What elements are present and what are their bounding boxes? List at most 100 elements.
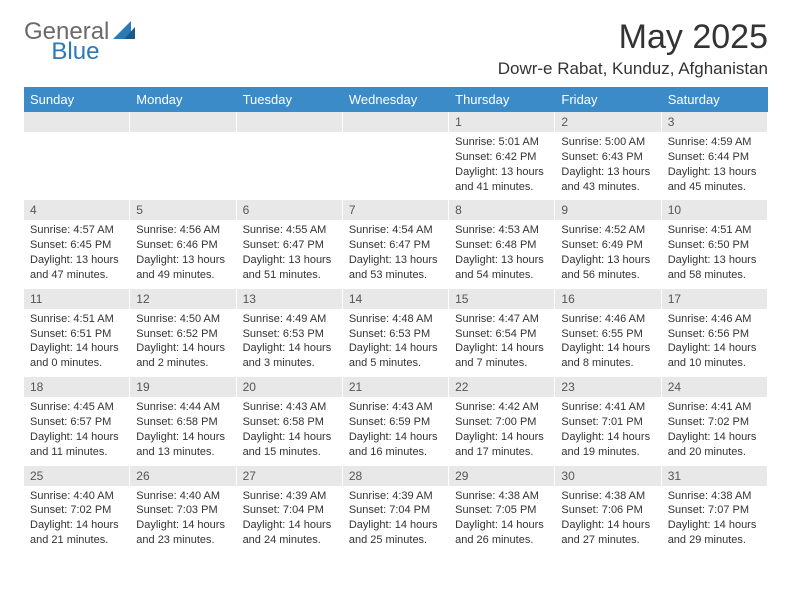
day-details: Sunrise: 5:01 AMSunset: 6:42 PMDaylight:…: [449, 132, 554, 200]
daylight-text: Daylight: 14 hours and 16 minutes.: [349, 430, 442, 460]
sunrise-text: Sunrise: 4:40 AM: [136, 489, 229, 504]
day-details: Sunrise: 5:00 AMSunset: 6:43 PMDaylight:…: [555, 132, 660, 200]
sunset-text: Sunset: 6:47 PM: [243, 238, 336, 253]
day-cell: 3Sunrise: 4:59 AMSunset: 6:44 PMDaylight…: [662, 112, 768, 200]
day-cell: 21Sunrise: 4:43 AMSunset: 6:59 PMDayligh…: [343, 377, 449, 465]
day-details: Sunrise: 4:42 AMSunset: 7:00 PMDaylight:…: [449, 397, 554, 465]
day-cell: 8Sunrise: 4:53 AMSunset: 6:48 PMDaylight…: [449, 200, 555, 288]
date-number: 9: [555, 200, 660, 220]
sunset-text: Sunset: 6:49 PM: [561, 238, 654, 253]
sunrise-text: Sunrise: 4:49 AM: [243, 312, 336, 327]
daylight-text: Daylight: 14 hours and 10 minutes.: [668, 341, 761, 371]
sunrise-text: Sunrise: 4:39 AM: [243, 489, 336, 504]
day-details: Sunrise: 4:51 AMSunset: 6:51 PMDaylight:…: [24, 309, 129, 377]
day-details: Sunrise: 4:56 AMSunset: 6:46 PMDaylight:…: [130, 220, 235, 288]
daylight-text: Daylight: 13 hours and 58 minutes.: [668, 253, 761, 283]
day-cell: 30Sunrise: 4:38 AMSunset: 7:06 PMDayligh…: [555, 466, 661, 554]
daylight-text: Daylight: 14 hours and 21 minutes.: [30, 518, 123, 548]
date-number: 18: [24, 377, 129, 397]
sunset-text: Sunset: 7:02 PM: [668, 415, 761, 430]
weekday-saturday: Saturday: [662, 87, 768, 112]
daylight-text: Daylight: 14 hours and 11 minutes.: [30, 430, 123, 460]
sunset-text: Sunset: 6:52 PM: [136, 327, 229, 342]
date-number: 10: [662, 200, 767, 220]
day-cell: 12Sunrise: 4:50 AMSunset: 6:52 PMDayligh…: [130, 289, 236, 377]
sunset-text: Sunset: 6:43 PM: [561, 150, 654, 165]
day-details: [237, 132, 342, 194]
logo-text-blue: Blue: [51, 38, 99, 66]
date-number: 3: [662, 112, 767, 132]
week-row: 1Sunrise: 5:01 AMSunset: 6:42 PMDaylight…: [24, 112, 768, 200]
daylight-text: Daylight: 13 hours and 56 minutes.: [561, 253, 654, 283]
date-number: 6: [237, 200, 342, 220]
date-number: [24, 112, 129, 132]
date-number: 1: [449, 112, 554, 132]
sunrise-text: Sunrise: 4:46 AM: [668, 312, 761, 327]
day-details: Sunrise: 4:38 AMSunset: 7:06 PMDaylight:…: [555, 486, 660, 554]
weekday-sunday: Sunday: [24, 87, 130, 112]
date-number: 2: [555, 112, 660, 132]
day-cell: 14Sunrise: 4:48 AMSunset: 6:53 PMDayligh…: [343, 289, 449, 377]
day-details: Sunrise: 4:40 AMSunset: 7:03 PMDaylight:…: [130, 486, 235, 554]
date-number: 23: [555, 377, 660, 397]
weekday-monday: Monday: [130, 87, 236, 112]
day-cell: 6Sunrise: 4:55 AMSunset: 6:47 PMDaylight…: [237, 200, 343, 288]
sunrise-text: Sunrise: 4:59 AM: [668, 135, 761, 150]
sunrise-text: Sunrise: 4:38 AM: [455, 489, 548, 504]
day-details: Sunrise: 4:59 AMSunset: 6:44 PMDaylight:…: [662, 132, 767, 200]
day-cell: [343, 112, 449, 200]
day-cell: 27Sunrise: 4:39 AMSunset: 7:04 PMDayligh…: [237, 466, 343, 554]
logo-sail-icon: [113, 21, 135, 44]
sunrise-text: Sunrise: 4:43 AM: [243, 400, 336, 415]
sunset-text: Sunset: 6:44 PM: [668, 150, 761, 165]
day-details: Sunrise: 4:51 AMSunset: 6:50 PMDaylight:…: [662, 220, 767, 288]
day-details: Sunrise: 4:38 AMSunset: 7:07 PMDaylight:…: [662, 486, 767, 554]
header: General Blue May 2025 Dowr-e Rabat, Kund…: [24, 18, 768, 85]
date-number: 17: [662, 289, 767, 309]
day-cell: 5Sunrise: 4:56 AMSunset: 6:46 PMDaylight…: [130, 200, 236, 288]
sunrise-text: Sunrise: 4:51 AM: [30, 312, 123, 327]
sunset-text: Sunset: 6:55 PM: [561, 327, 654, 342]
sunset-text: Sunset: 6:53 PM: [349, 327, 442, 342]
day-details: Sunrise: 4:50 AMSunset: 6:52 PMDaylight:…: [130, 309, 235, 377]
sunset-text: Sunset: 6:58 PM: [136, 415, 229, 430]
sunrise-text: Sunrise: 4:47 AM: [455, 312, 548, 327]
sunrise-text: Sunrise: 4:41 AM: [561, 400, 654, 415]
sunset-text: Sunset: 6:46 PM: [136, 238, 229, 253]
date-number: [343, 112, 448, 132]
day-cell: 28Sunrise: 4:39 AMSunset: 7:04 PMDayligh…: [343, 466, 449, 554]
day-details: Sunrise: 4:52 AMSunset: 6:49 PMDaylight:…: [555, 220, 660, 288]
sunset-text: Sunset: 7:04 PM: [349, 503, 442, 518]
day-cell: 7Sunrise: 4:54 AMSunset: 6:47 PMDaylight…: [343, 200, 449, 288]
day-cell: [24, 112, 130, 200]
date-number: 15: [449, 289, 554, 309]
sunrise-text: Sunrise: 4:46 AM: [561, 312, 654, 327]
day-cell: 18Sunrise: 4:45 AMSunset: 6:57 PMDayligh…: [24, 377, 130, 465]
day-cell: 17Sunrise: 4:46 AMSunset: 6:56 PMDayligh…: [662, 289, 768, 377]
day-details: Sunrise: 4:53 AMSunset: 6:48 PMDaylight:…: [449, 220, 554, 288]
day-details: Sunrise: 4:39 AMSunset: 7:04 PMDaylight:…: [343, 486, 448, 554]
sunset-text: Sunset: 7:01 PM: [561, 415, 654, 430]
day-cell: 31Sunrise: 4:38 AMSunset: 7:07 PMDayligh…: [662, 466, 768, 554]
day-cell: 10Sunrise: 4:51 AMSunset: 6:50 PMDayligh…: [662, 200, 768, 288]
date-number: 5: [130, 200, 235, 220]
sunset-text: Sunset: 7:06 PM: [561, 503, 654, 518]
daylight-text: Daylight: 14 hours and 3 minutes.: [243, 341, 336, 371]
sunrise-text: Sunrise: 4:40 AM: [30, 489, 123, 504]
sunrise-text: Sunrise: 4:38 AM: [668, 489, 761, 504]
date-number: 16: [555, 289, 660, 309]
day-cell: 4Sunrise: 4:57 AMSunset: 6:45 PMDaylight…: [24, 200, 130, 288]
sunrise-text: Sunrise: 4:51 AM: [668, 223, 761, 238]
date-number: 7: [343, 200, 448, 220]
sunset-text: Sunset: 7:02 PM: [30, 503, 123, 518]
date-number: 26: [130, 466, 235, 486]
day-details: Sunrise: 4:46 AMSunset: 6:56 PMDaylight:…: [662, 309, 767, 377]
daylight-text: Daylight: 14 hours and 27 minutes.: [561, 518, 654, 548]
day-cell: 23Sunrise: 4:41 AMSunset: 7:01 PMDayligh…: [555, 377, 661, 465]
sunrise-text: Sunrise: 4:54 AM: [349, 223, 442, 238]
sunset-text: Sunset: 6:57 PM: [30, 415, 123, 430]
sunrise-text: Sunrise: 5:01 AM: [455, 135, 548, 150]
sunrise-text: Sunrise: 4:56 AM: [136, 223, 229, 238]
sunrise-text: Sunrise: 4:42 AM: [455, 400, 548, 415]
sunrise-text: Sunrise: 4:50 AM: [136, 312, 229, 327]
